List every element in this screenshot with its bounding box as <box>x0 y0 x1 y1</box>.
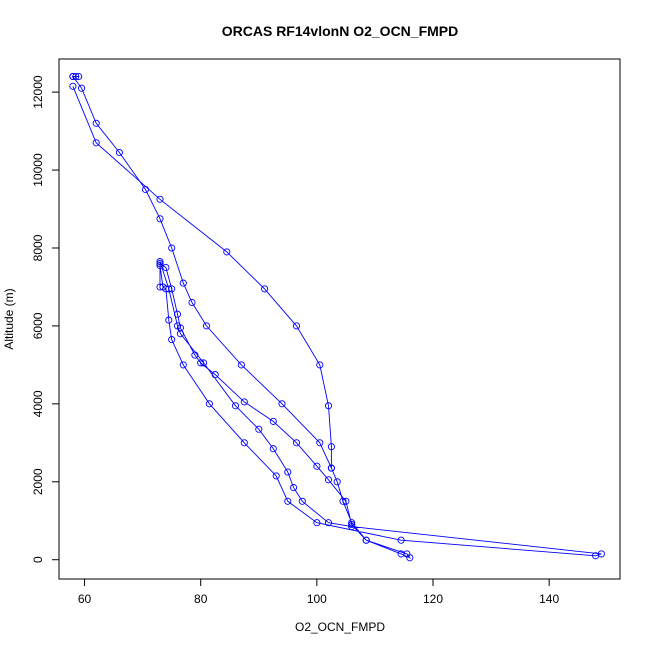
y-tick-label: 8000 <box>31 234 45 261</box>
data-point <box>324 402 333 410</box>
data-point <box>78 84 86 92</box>
data-point <box>269 417 277 425</box>
series-points <box>69 72 605 562</box>
y-tick-label: 2000 <box>31 468 45 495</box>
x-tick-label: 80 <box>194 592 208 606</box>
data-point <box>316 439 324 447</box>
chart-title: ORCAS RF14vlonN O2_OCN_FMPD <box>222 23 458 39</box>
data-point <box>165 316 173 324</box>
y-tick-label: 0 <box>31 556 45 563</box>
data-point <box>156 195 164 203</box>
data-point <box>176 330 184 338</box>
data-point <box>313 519 321 527</box>
data-point <box>397 536 405 544</box>
data-point <box>69 72 77 81</box>
data-point <box>255 425 263 433</box>
series-line <box>72 76 602 559</box>
data-point <box>188 298 196 307</box>
x-tick-label: 100 <box>307 592 327 606</box>
data-point <box>261 285 269 293</box>
data-point <box>272 472 280 480</box>
y-axis: 0 2000 4000 6000 8000 10000 12000 <box>31 75 60 563</box>
x-axis-label: O2_OCN_FMPD <box>295 620 385 634</box>
data-point <box>348 519 356 527</box>
data-point <box>316 361 324 369</box>
data-point <box>202 322 211 330</box>
data-point <box>92 119 100 127</box>
x-tick-label: 120 <box>423 592 443 606</box>
data-point <box>205 400 213 408</box>
data-point <box>348 523 356 531</box>
data-point <box>197 359 205 367</box>
y-tick-label: 4000 <box>31 390 45 417</box>
data-point <box>156 258 164 266</box>
data-point <box>327 464 335 472</box>
data-point <box>313 462 321 470</box>
data-point <box>362 536 370 544</box>
x-axis: 60 80 100 120 140 <box>78 578 559 606</box>
data-point <box>342 497 350 505</box>
data-point <box>292 439 301 447</box>
data-point <box>339 497 347 505</box>
data-point <box>284 497 292 505</box>
data-point <box>69 82 77 90</box>
data-point <box>179 361 187 369</box>
x-tick-label: 140 <box>539 592 559 606</box>
data-point <box>173 310 182 318</box>
data-point <box>156 261 164 270</box>
data-point <box>292 322 301 330</box>
data-point <box>324 519 333 527</box>
data-point <box>240 398 248 406</box>
data-point <box>168 336 176 344</box>
data-point <box>168 244 176 252</box>
series-lines <box>72 76 602 559</box>
data-point <box>597 550 605 558</box>
data-point <box>165 285 173 293</box>
data-point <box>179 279 187 287</box>
data-point <box>269 445 277 453</box>
x-tick-label: 60 <box>78 592 92 606</box>
data-point <box>211 371 219 379</box>
y-tick-label: 12000 <box>31 75 45 109</box>
data-point <box>200 359 208 367</box>
data-point <box>141 185 150 194</box>
data-point <box>156 215 164 223</box>
data-point <box>290 484 298 492</box>
data-point <box>333 478 341 486</box>
data-point <box>72 72 80 81</box>
data-point <box>324 476 333 484</box>
data-point <box>240 439 248 447</box>
data-point <box>327 443 335 451</box>
data-point <box>231 402 240 410</box>
data-point <box>173 322 182 330</box>
y-tick-label: 10000 <box>31 153 45 187</box>
y-axis-label: Altitude (m) <box>2 288 16 349</box>
data-point <box>156 283 164 291</box>
data-point <box>348 521 356 529</box>
data-point <box>156 260 164 268</box>
series-line <box>72 86 332 469</box>
data-point <box>237 361 245 369</box>
data-point <box>298 497 306 505</box>
data-point <box>284 468 292 476</box>
data-point <box>278 400 286 408</box>
data-point <box>92 139 100 147</box>
data-point <box>115 148 123 157</box>
data-point <box>191 351 199 359</box>
data-point <box>403 550 411 558</box>
data-point <box>223 248 231 256</box>
y-tick-label: 6000 <box>31 312 45 339</box>
